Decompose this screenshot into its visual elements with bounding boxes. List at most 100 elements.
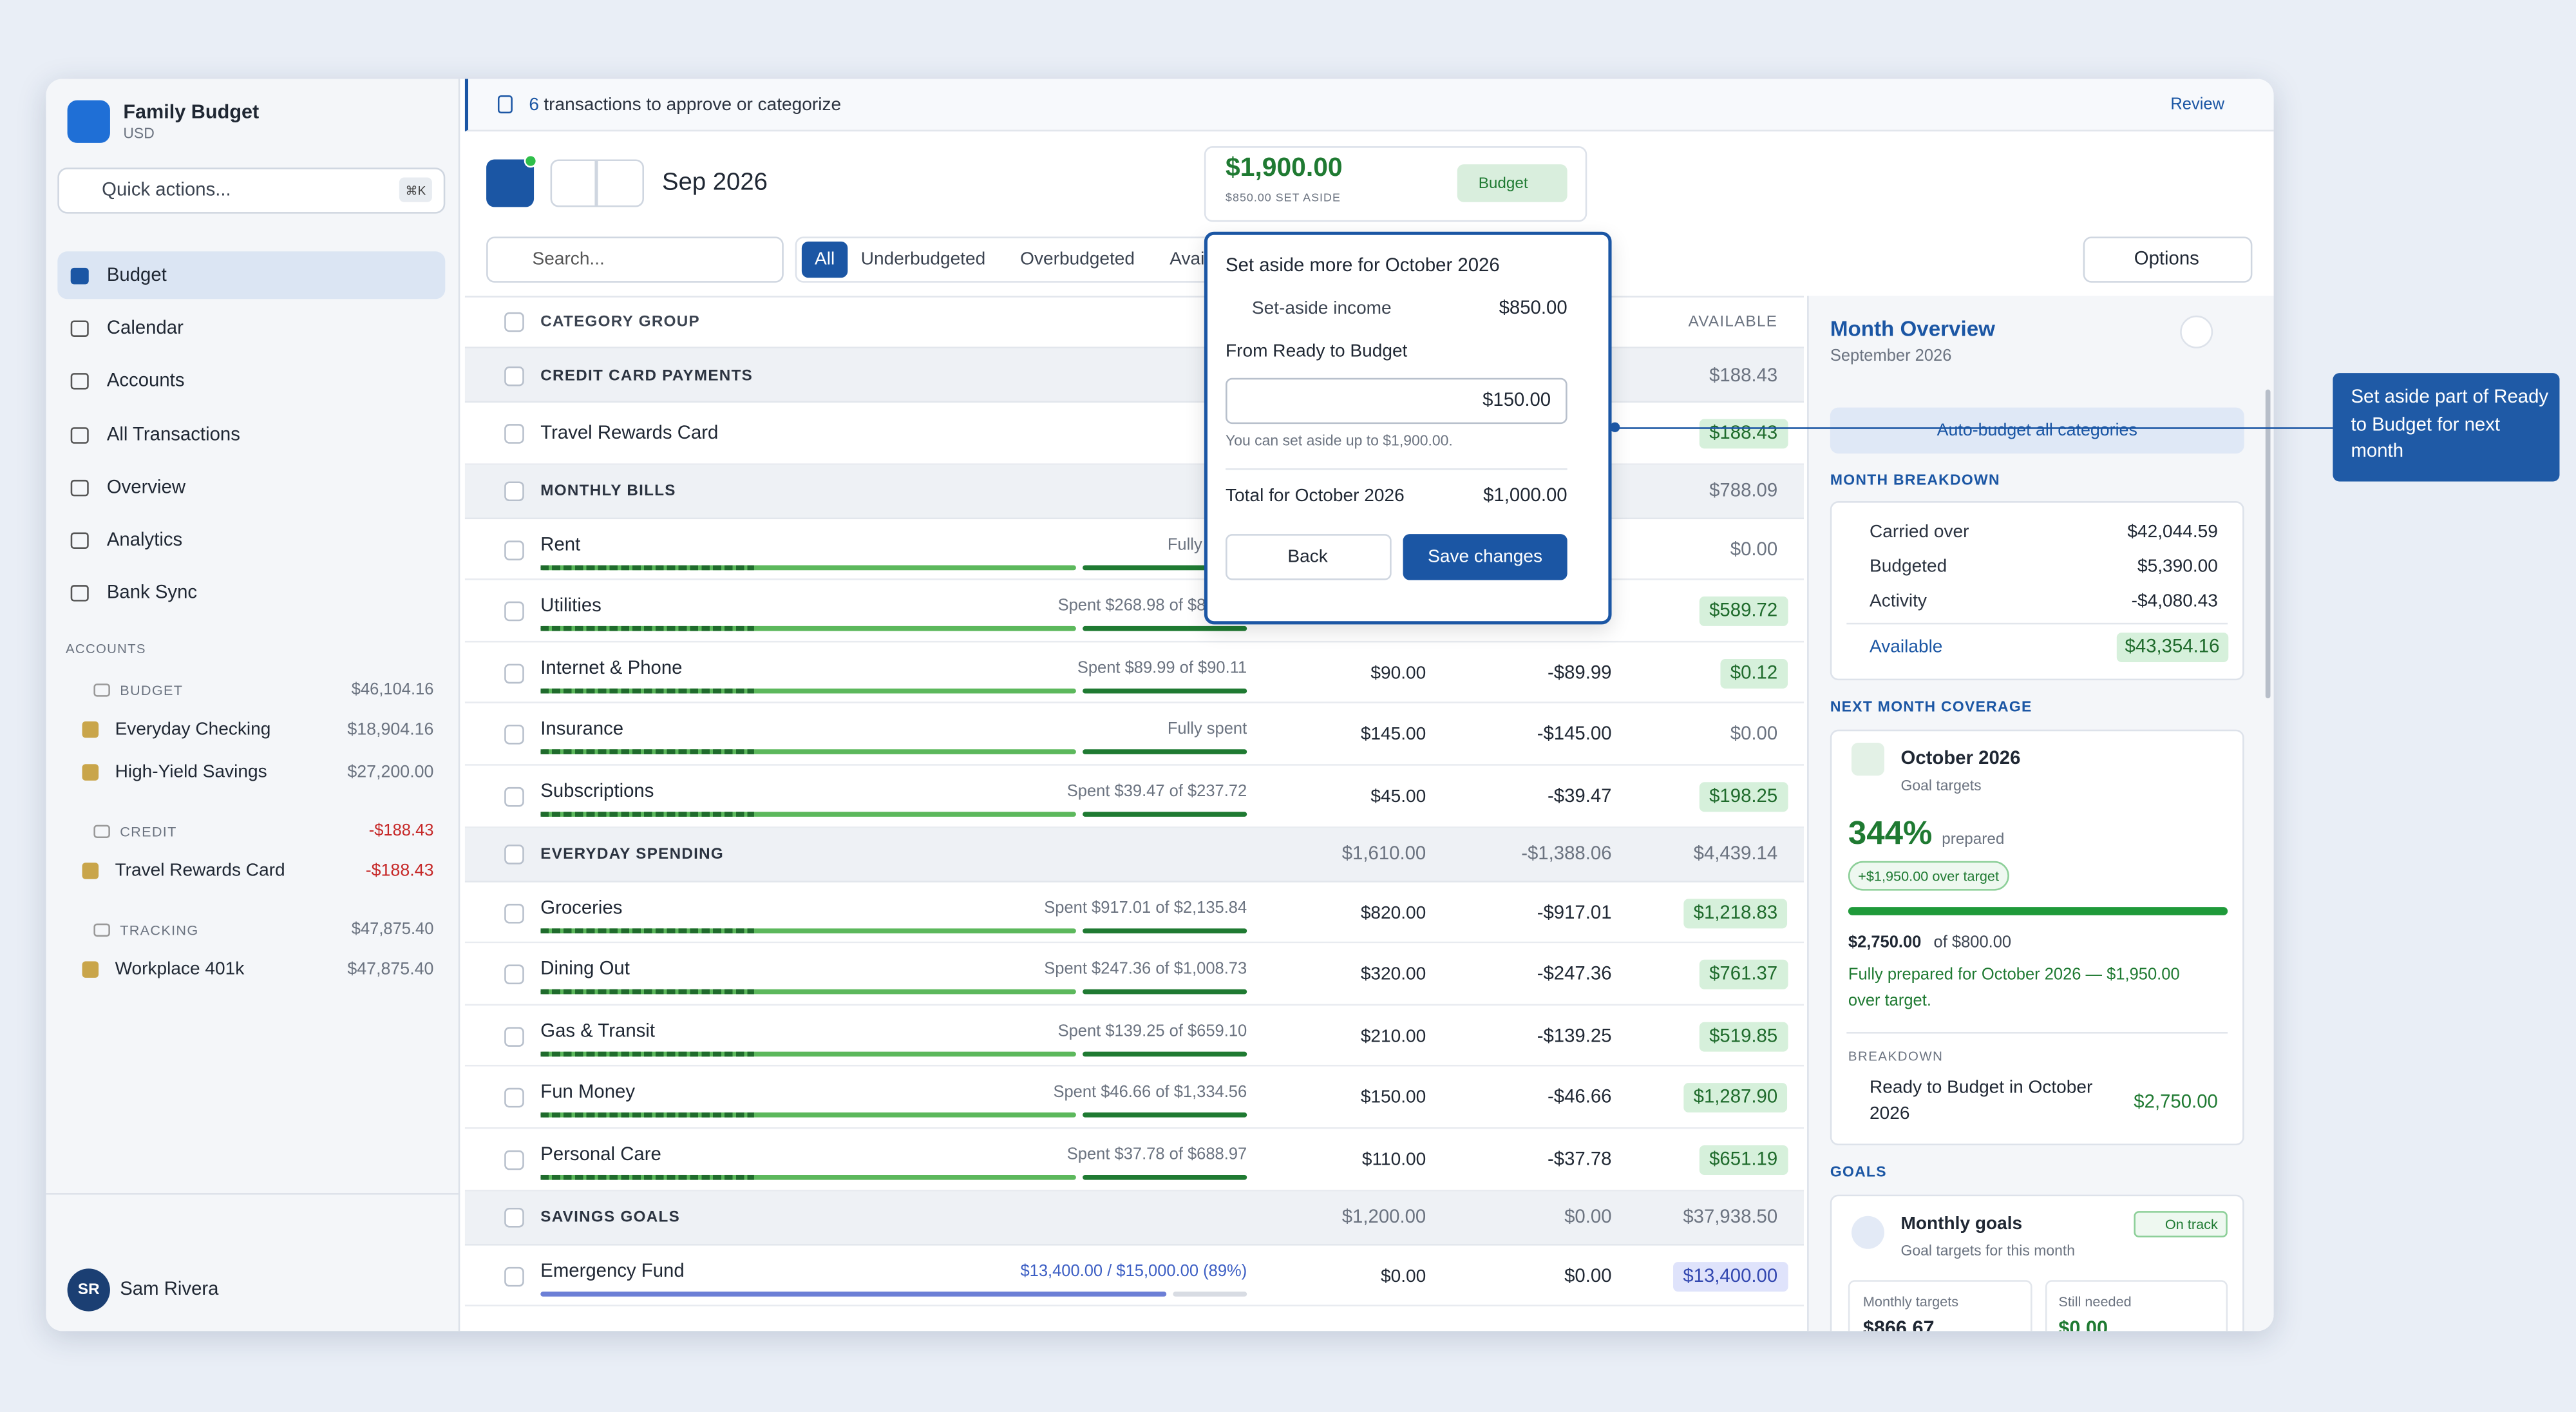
amount-input-value: $150.00 — [1482, 391, 1551, 411]
panel-toggle[interactable] — [2221, 316, 2254, 348]
row-checkbox[interactable] — [504, 1266, 524, 1286]
header-checkbox[interactable] — [504, 312, 524, 332]
progress-bar — [1083, 1113, 1247, 1118]
row-checkbox[interactable] — [504, 903, 524, 923]
category-name[interactable]: Subscriptions — [540, 782, 654, 802]
group-checkbox[interactable] — [504, 844, 524, 865]
user-name[interactable]: Sam Rivera — [120, 1280, 219, 1300]
account-name[interactable]: Everyday Checking — [115, 720, 271, 739]
account-group-total: $47,875.40 — [351, 921, 434, 939]
banner-action[interactable]: Review — [2170, 96, 2225, 115]
budget-button[interactable] — [1457, 164, 1567, 202]
progress-spent — [540, 812, 754, 817]
save-button[interactable] — [1403, 534, 1567, 580]
nav-active — [57, 251, 446, 300]
progress-track — [1173, 1291, 1247, 1296]
breakdown-value: $5,390.00 — [2137, 557, 2218, 577]
account-icon — [82, 721, 99, 738]
row-checkbox[interactable] — [504, 1026, 524, 1047]
category-name[interactable]: Dining Out — [540, 960, 630, 980]
avatar-initials: SR — [77, 1281, 100, 1299]
row-checkbox[interactable] — [504, 1088, 524, 1109]
progress-text: Spent $89.99 of $90.11 — [1077, 659, 1247, 678]
filter[interactable]: Overbudgeted — [1020, 249, 1135, 270]
category-name[interactable]: Rent — [540, 535, 581, 555]
progress-bar — [1083, 688, 1247, 694]
account-name[interactable]: High-Yield Savings — [115, 762, 267, 783]
banner-icon — [497, 95, 513, 114]
search[interactable] — [486, 236, 784, 283]
coverage-title: October 2026 — [1900, 749, 2021, 769]
progress-text: Spent $917.01 of $2,135.84 — [1044, 899, 1247, 917]
options-button[interactable] — [2083, 236, 2253, 283]
group-checkbox[interactable] — [504, 365, 524, 386]
account-name[interactable]: Travel Rewards Card — [115, 861, 285, 881]
settings-button[interactable] — [2180, 315, 2213, 348]
group-budgeted: $1,200.00 — [1341, 1208, 1426, 1228]
account-group: BUDGET — [120, 682, 184, 699]
nav-item[interactable]: Bank Sync — [106, 583, 198, 604]
amount-input[interactable] — [1226, 377, 1567, 425]
nav-item[interactable]: Overview — [106, 478, 186, 498]
quick-actions[interactable] — [57, 167, 446, 214]
connector-line — [1615, 426, 2333, 429]
progress-bar — [540, 688, 1076, 694]
activity: -$37.78 — [1548, 1150, 1612, 1170]
group-budgeted: $1,610.00 — [1341, 844, 1426, 865]
nav-item[interactable]: Analytics — [106, 530, 183, 551]
category-name[interactable]: Emergency Fund — [540, 1261, 685, 1281]
filter[interactable]: Underbudgeted — [860, 249, 986, 270]
total-label: Total for October 2026 — [1226, 486, 1405, 506]
account-group: CREDIT — [120, 823, 177, 840]
row-checkbox[interactable] — [504, 663, 524, 683]
account-name[interactable]: Workplace 401k — [115, 959, 245, 980]
nav-item[interactable]: All Transactions — [106, 425, 240, 446]
group-name: MONTHLY BILLS — [540, 482, 676, 501]
back-button[interactable] — [1226, 534, 1392, 580]
callout — [2333, 373, 2560, 482]
row-checkbox[interactable] — [504, 725, 524, 745]
row-checkbox[interactable] — [504, 540, 524, 560]
available: $0.00 — [1730, 540, 1778, 560]
prev-button[interactable] — [550, 159, 597, 207]
progress-text: Spent $139.25 of $659.10 — [1057, 1022, 1247, 1041]
next-button[interactable] — [596, 159, 644, 207]
coverage-amount: $2,750.00 — [1848, 934, 1922, 953]
category-name[interactable]: Fun Money — [540, 1083, 636, 1103]
row-checkbox[interactable] — [504, 964, 524, 985]
shortcut: ⌘K — [405, 183, 426, 198]
category-name[interactable]: Personal Care — [540, 1145, 661, 1165]
nav-item[interactable]: Calendar — [106, 318, 184, 339]
row-checkbox[interactable] — [504, 424, 524, 444]
row-checkbox[interactable] — [504, 602, 524, 622]
category-name[interactable]: Travel Rewards Card — [540, 424, 719, 444]
breakdown-value: -$4,080.43 — [2131, 591, 2218, 611]
activity: -$247.36 — [1537, 964, 1612, 985]
group-available: $188.43 — [1709, 365, 1778, 386]
filter[interactable]: All — [814, 249, 835, 270]
category-name[interactable]: Gas & Transit — [540, 1022, 656, 1042]
nav-item[interactable]: Budget — [106, 266, 167, 286]
category-name[interactable]: Groceries — [540, 898, 623, 918]
category-row — [464, 1005, 1804, 1067]
accounts-label: ACCOUNTS — [66, 642, 146, 657]
group-checkbox[interactable] — [504, 1208, 524, 1228]
budgeted: $320.00 — [1360, 964, 1426, 985]
progress-spent — [540, 1113, 754, 1118]
category-name[interactable]: Utilities — [540, 596, 601, 617]
category-name[interactable]: Insurance — [540, 720, 624, 740]
calendar-button[interactable] — [486, 159, 535, 207]
total-value: $1,000.00 — [1483, 486, 1567, 506]
category-name[interactable]: Internet & Phone — [540, 658, 683, 679]
auto-budget[interactable] — [1830, 407, 2244, 454]
nav-item[interactable]: Accounts — [106, 371, 185, 392]
popover-title: Set aside more for October 2026 — [1226, 256, 1500, 276]
row-checkbox[interactable] — [504, 787, 524, 807]
account-icon — [82, 764, 99, 781]
needed-label: Still needed — [2058, 1293, 2132, 1310]
group-available: $788.09 — [1709, 481, 1778, 502]
coverage-bar — [1848, 907, 2228, 915]
group-checkbox[interactable] — [504, 481, 524, 502]
row-checkbox[interactable] — [504, 1150, 524, 1170]
